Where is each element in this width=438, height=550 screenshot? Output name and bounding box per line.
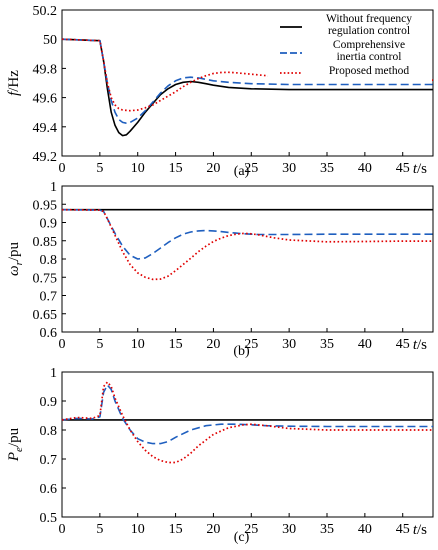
x-tick-label: 30 [282, 522, 296, 537]
plot-frame [61, 9, 434, 157]
y-axis-label-unit: /Hz [6, 70, 22, 92]
y-axis-label-symbol: ω [6, 265, 22, 276]
x-tick-label: 30 [282, 161, 296, 176]
y-axis-label: Pe/pu [6, 427, 25, 462]
y-tick-label: 0.95 [33, 198, 58, 213]
x-tick-label: 35 [320, 522, 334, 537]
x-tick-label: 5 [96, 337, 103, 352]
y-tick-label: 0.6 [40, 482, 58, 497]
y-tick-label: 49.4 [33, 121, 58, 136]
legend-entry-text: Proposed method [329, 65, 409, 77]
x-tick-label: 10 [131, 161, 145, 176]
x-tick-label: 15 [169, 522, 183, 537]
y-tick-label: 0.6 [40, 326, 58, 341]
series-line-dash [61, 384, 433, 445]
y-tick-label: 0.5 [40, 511, 58, 526]
x-tick-label: 0 [59, 522, 66, 537]
x-axis-label: t/s [413, 337, 427, 353]
x-axis-label: t/s [413, 161, 427, 177]
y-tick-label: 0.65 [33, 308, 58, 323]
series-line-dash [61, 38, 433, 124]
x-tick-label: 10 [131, 522, 145, 537]
x-axis-label-unit: /s [417, 337, 427, 353]
x-tick-label: 40 [358, 161, 372, 176]
x-tick-label: 20 [206, 337, 220, 352]
x-tick-label: 5 [96, 522, 103, 537]
y-tick-label: 0.85 [33, 235, 58, 250]
x-tick-label: 0 [59, 337, 66, 352]
x-tick-label: 25 [244, 522, 258, 537]
x-tick-label: 45 [396, 337, 410, 352]
x-tick-label: 15 [169, 161, 183, 176]
y-tick-label: 0.9 [40, 395, 58, 410]
y-tick-label: 50.2 [33, 4, 58, 19]
chart-panel-1: 0 5 10 15 20 25 30 35 40 45 49.2 49.4 49.6 49.8 50 50.2… [6, 4, 434, 179]
x-tick-label: 25 [244, 161, 258, 176]
x-tick-label: 45 [396, 522, 410, 537]
chart-panel-3: 0 5 10 15 20 25 30 35 40 450.50.60.70.80.91t/sPe/… [6, 366, 434, 545]
legend-entry-text: regulation control [328, 25, 410, 37]
x-axis-label-symbol: t [413, 522, 418, 538]
x-tick-label: 15 [169, 337, 183, 352]
y-axis-label-subscript: e [13, 447, 25, 452]
y-axis-label: ωr/pu [6, 241, 25, 276]
x-axis-label-unit: /s [417, 522, 427, 538]
plot-frame [61, 185, 434, 333]
x-tick-label: 20 [206, 161, 220, 176]
y-tick-label: 0.9 [40, 217, 58, 232]
x-axis-label-symbol: t [413, 161, 418, 177]
y-tick-label: 49.6 [33, 92, 58, 107]
x-axis-label-unit: /s [417, 161, 427, 177]
y-axis-label-subscript: r [13, 260, 25, 265]
series-line-solid [61, 38, 433, 137]
series-line-dot [61, 381, 433, 464]
x-tick-label: 10 [131, 337, 145, 352]
y-axis-label: f/Hz [6, 70, 22, 96]
y-tick-label: 0.8 [40, 424, 58, 439]
x-axis-label-symbol: t [413, 337, 418, 353]
y-axis-label-symbol: P [6, 452, 22, 462]
y-tick-label: 0.7 [40, 290, 58, 305]
legend-box [268, 11, 432, 83]
x-tick-label: 30 [282, 337, 296, 352]
x-tick-label: 45 [396, 161, 410, 176]
x-axis-label: t/s [413, 522, 427, 538]
y-tick-label: 49.2 [33, 150, 58, 165]
panel-caption: (a) [234, 164, 250, 179]
plot-frame [61, 371, 434, 518]
series-line-dot [61, 208, 433, 281]
y-axis-label-unit: /pu [6, 427, 22, 447]
x-tick-label: 25 [244, 337, 258, 352]
y-axis-label-symbol: f [6, 90, 22, 96]
y-tick-label: 1 [50, 366, 57, 381]
y-tick-label: 50 [43, 33, 57, 48]
panel-caption: (b) [233, 344, 250, 359]
legend-entry-text: Comprehensive [333, 39, 405, 51]
y-tick-label: 0.7 [40, 453, 58, 468]
x-tick-label: 40 [358, 337, 372, 352]
x-tick-label: 0 [59, 161, 66, 176]
y-axis-label-unit: /pu [6, 241, 22, 261]
y-tick-label: 0.75 [33, 271, 58, 286]
y-tick-label: 0.8 [40, 253, 58, 268]
series-line-dash [61, 208, 433, 260]
x-tick-label: 40 [358, 522, 372, 537]
x-tick-label: 20 [206, 522, 220, 537]
y-tick-label: 49.8 [33, 62, 58, 77]
legend-entry-text: inertia control [337, 51, 402, 63]
x-tick-label: 35 [320, 161, 334, 176]
panel-caption: (c) [234, 530, 250, 545]
chart-panel-2: 0 5 10 15 20 25 30 35 40 45 0.6 0.65 0.7 0.75 0.8 0.85 0… [6, 180, 434, 359]
x-tick-label: 35 [320, 337, 334, 352]
y-tick-label: 1 [50, 180, 57, 195]
legend-entry-text: Without frequency [326, 13, 412, 25]
x-tick-label: 5 [96, 161, 103, 176]
